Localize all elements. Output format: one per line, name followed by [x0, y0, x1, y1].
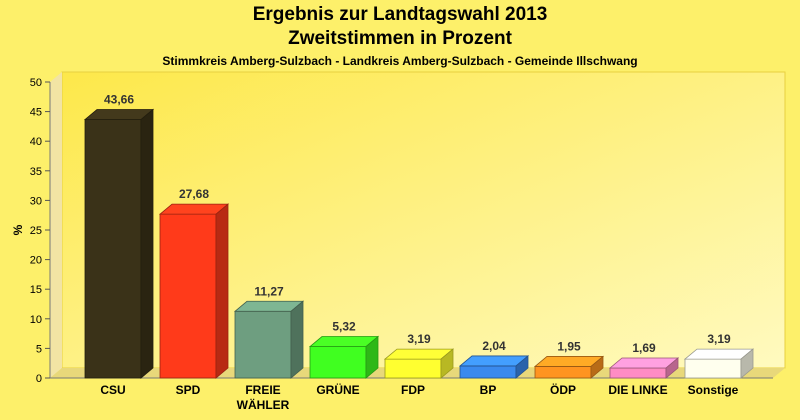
x-tick-label: FREIE	[245, 383, 280, 397]
bar-front	[534, 366, 592, 379]
data-label: 43,66	[104, 93, 134, 107]
data-label: 3,19	[407, 332, 431, 346]
y-tick-label: 20	[30, 255, 42, 267]
y-tick-label: 35	[30, 166, 42, 178]
bar-2	[233, 300, 305, 379]
bar-front	[309, 346, 367, 379]
x-tick-label: Sonstige	[688, 383, 739, 397]
y-tick-label: 15	[30, 284, 42, 296]
bar-7	[608, 357, 680, 379]
bar-side	[140, 108, 154, 379]
bar-side	[665, 357, 679, 379]
chart-title: Ergebnis zur Landtagswahl 2013	[252, 4, 548, 25]
bar-front	[459, 365, 517, 379]
y-tick-label: 25	[30, 225, 42, 237]
chart-subtitle: Zweitstimmen in Prozent	[288, 28, 512, 49]
y-axis-label: %	[11, 224, 25, 235]
y-tick-label: 5	[36, 343, 42, 355]
bar-6	[533, 355, 605, 379]
bar-front	[609, 367, 667, 379]
y-tick-label: 0	[36, 373, 42, 385]
data-label: 11,27	[254, 284, 284, 298]
bar-0	[83, 108, 155, 379]
bar-front	[159, 213, 217, 379]
bar-side	[740, 348, 754, 379]
bar-8	[683, 348, 755, 379]
bar-side	[440, 348, 454, 379]
x-tick-label: ÖDP	[550, 382, 576, 397]
y-tick-label: 30	[30, 195, 42, 207]
y-tick-label: 10	[30, 314, 42, 326]
bar-1	[158, 203, 230, 379]
x-tick-label: GRÜNE	[316, 382, 359, 397]
bar-front	[84, 119, 142, 379]
data-label: 1,95	[557, 339, 581, 353]
bar-side	[290, 300, 304, 379]
bar-front	[234, 310, 292, 379]
chart-caption: Stimmkreis Amberg-Sulzbach - Landkreis A…	[162, 54, 638, 68]
bar-5	[458, 355, 530, 379]
bar-front	[684, 358, 742, 379]
bar-front	[384, 358, 442, 379]
x-tick-label: FDP	[401, 383, 425, 397]
left-wall	[50, 72, 62, 378]
bar-side	[515, 355, 529, 379]
bar-3	[308, 335, 380, 379]
bar-4	[383, 348, 455, 379]
data-label: 27,68	[179, 187, 209, 201]
bar-side	[365, 335, 379, 379]
data-label: 5,32	[332, 320, 356, 334]
y-tick-label: 40	[30, 136, 42, 148]
data-label: 2,04	[482, 339, 506, 353]
bar-side	[590, 355, 604, 379]
y-tick-label: 45	[30, 107, 42, 119]
bar-side	[215, 203, 229, 379]
x-tick-label: DIE LINKE	[608, 383, 667, 397]
data-label: 3,19	[707, 332, 731, 346]
x-tick-label: BP	[480, 383, 497, 397]
data-label: 1,69	[632, 341, 656, 355]
y-tick-label: 50	[30, 77, 42, 89]
x-tick-label: CSU	[100, 383, 125, 397]
x-tick-label: SPD	[176, 383, 201, 397]
x-tick-label: WÄHLER	[237, 397, 290, 412]
